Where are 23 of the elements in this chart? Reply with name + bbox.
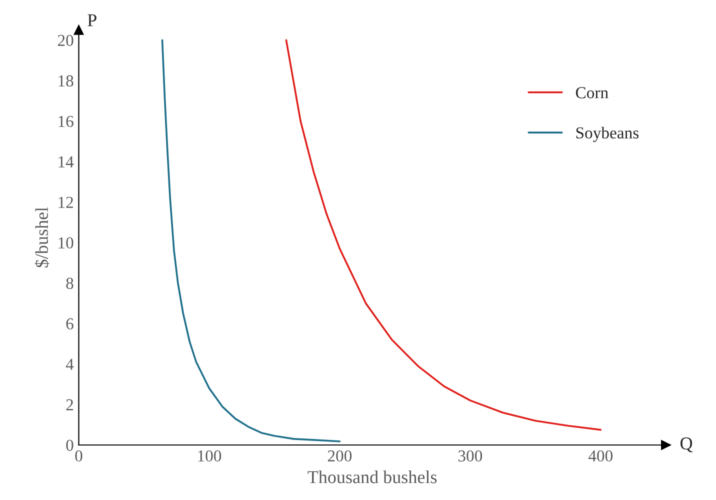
y-tick-label: 20 [58,34,74,46]
line-series [161,39,341,442]
y-tick-label: 18 [58,75,74,87]
x-tick-label: 100 [198,450,222,462]
text: P [88,14,96,26]
text: Q [680,437,692,452]
x-tick-label: 300 [458,450,482,462]
legend-label: Corn [576,87,608,98]
y-tick-label: 0 [66,440,74,451]
y-tick-label: 4 [66,358,74,370]
y-tick-label: 10 [58,237,74,249]
y-tick-label: 16 [58,116,74,128]
x-tick-label: 200 [328,450,352,462]
legend-label: Soybeans [576,126,639,142]
y-tick-label: 6 [66,318,74,330]
x-tick-label: 400 [588,450,613,462]
x-axis-title: Thousand bushels [308,470,437,484]
y-tick-label: 8 [66,278,74,289]
y-tick-label: 2 [66,399,73,410]
y-tick-label: 12 [58,196,73,208]
x-tick-label: 0 [75,450,82,462]
y-axis-title: $/bushel [34,207,50,268]
y-tick-label: 14 [58,156,74,168]
